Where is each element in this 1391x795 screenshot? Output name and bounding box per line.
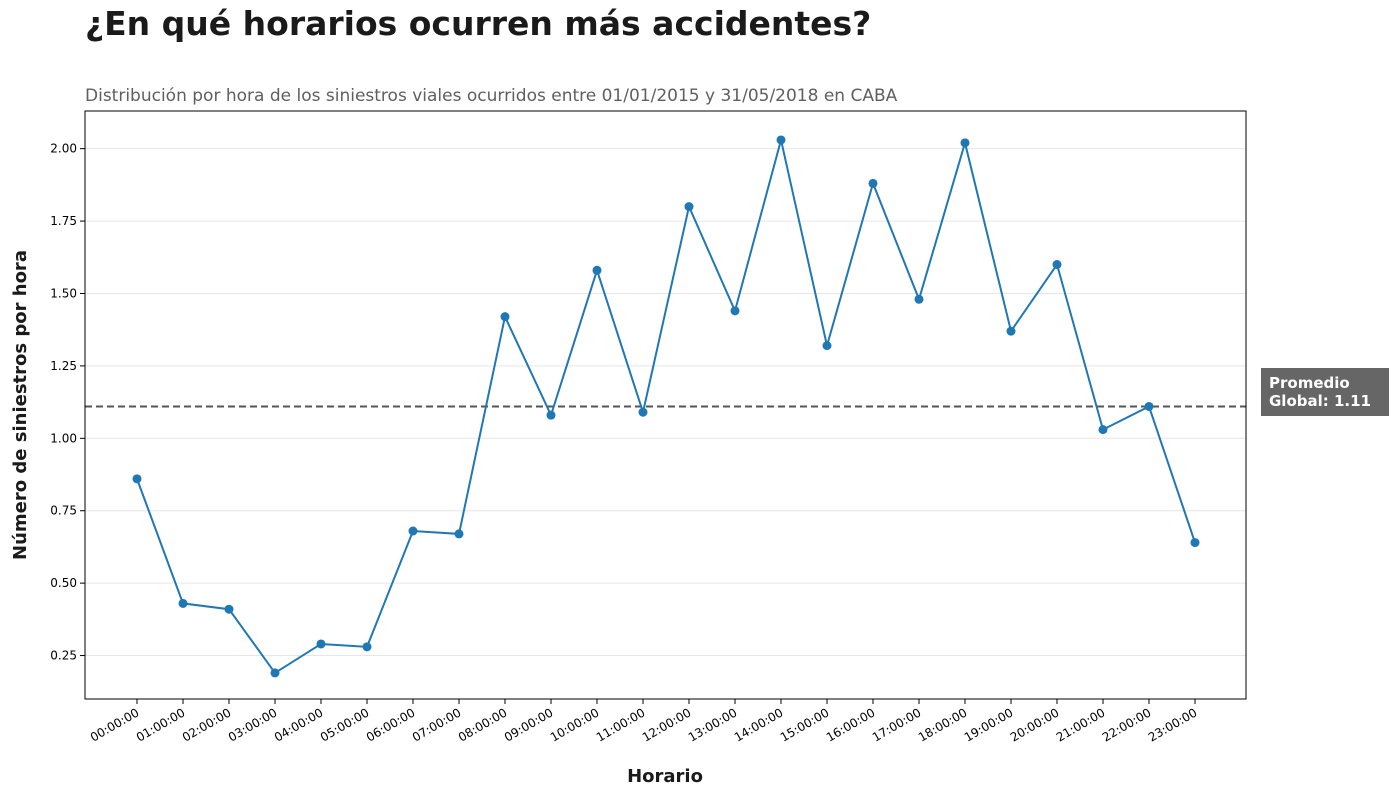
- data-point: [684, 202, 694, 212]
- data-point: [1006, 326, 1016, 336]
- y-tick-label: 2.00: [50, 142, 77, 156]
- y-tick-label: 1.75: [50, 214, 77, 228]
- x-tick-label: 17:00:00: [870, 705, 924, 744]
- y-tick-label: 1.00: [50, 431, 77, 445]
- x-tick-label: 11:00:00: [594, 705, 648, 744]
- data-point: [408, 526, 418, 536]
- x-tick-label: 03:00:00: [226, 705, 280, 744]
- data-point: [362, 642, 372, 652]
- reference-label: Promedio Global: 1.11: [1261, 368, 1389, 416]
- y-tick-label: 1.50: [50, 286, 77, 300]
- x-tick-label: 04:00:00: [272, 705, 326, 744]
- x-tick-label: 14:00:00: [732, 705, 786, 744]
- x-axis-label: Horario: [627, 766, 703, 787]
- data-point: [730, 306, 740, 316]
- data-point: [822, 341, 832, 351]
- y-tick-label: 0.50: [50, 576, 77, 590]
- data-point: [914, 294, 924, 304]
- x-tick-label: 16:00:00: [824, 705, 878, 744]
- series-line: [136, 139, 1196, 675]
- x-tick-label: 00:00:00: [88, 705, 142, 744]
- data-point: [224, 604, 234, 614]
- data-point: [178, 598, 188, 608]
- data-point: [960, 138, 970, 148]
- x-tick-label: 21:00:00: [1054, 705, 1108, 744]
- data-point: [592, 265, 602, 275]
- x-tick-label: 18:00:00: [916, 705, 970, 744]
- y-tick-label: 0.75: [50, 504, 77, 518]
- data-point: [1098, 425, 1108, 435]
- chart-subtitle: Distribución por hora de los siniestros …: [85, 86, 898, 106]
- x-tick-label: 12:00:00: [640, 705, 694, 744]
- x-tick-label: 06:00:00: [364, 705, 418, 744]
- plot-frame: [84, 110, 1247, 700]
- reference-label-line2: Global: 1.11: [1269, 392, 1371, 410]
- x-axis: 00:00:0001:00:0002:00:0003:00:0004:00:00…: [88, 699, 1200, 745]
- data-point: [132, 474, 142, 484]
- data-point: [316, 639, 326, 649]
- x-tick-label: 02:00:00: [180, 705, 234, 744]
- x-tick-label: 07:00:00: [410, 705, 464, 744]
- data-point: [454, 529, 464, 539]
- data-point: [1052, 260, 1062, 270]
- data-point: [1190, 538, 1200, 548]
- x-tick-label: 22:00:00: [1100, 705, 1154, 744]
- y-tick-label: 1.25: [50, 359, 77, 373]
- reference-label-box: [1261, 368, 1389, 416]
- x-tick-label: 15:00:00: [778, 705, 832, 744]
- data-point: [776, 135, 786, 145]
- data-point: [270, 668, 280, 678]
- x-tick-label: 23:00:00: [1146, 705, 1200, 744]
- y-axis-label: Número de siniestros por hora: [10, 250, 31, 560]
- data-point: [500, 312, 510, 322]
- data-point: [1144, 401, 1154, 411]
- x-tick-label: 10:00:00: [548, 705, 602, 744]
- grid-lines: [85, 148, 1246, 657]
- data-point: [546, 410, 556, 420]
- x-tick-label: 08:00:00: [456, 705, 510, 744]
- series-group: [132, 135, 1200, 678]
- x-tick-label: 13:00:00: [686, 705, 740, 744]
- chart-title: ¿En qué horarios ocurren más accidentes?: [85, 4, 872, 43]
- data-point: [868, 178, 878, 188]
- x-tick-label: 19:00:00: [962, 705, 1016, 744]
- data-point: [638, 407, 648, 417]
- y-axis: 0.25 0.50 0.75 1.00 1.25 1.50 1.75 2.00: [50, 142, 85, 663]
- x-tick-label: 09:00:00: [502, 705, 556, 744]
- reference-label-line1: Promedio: [1269, 374, 1350, 392]
- y-tick-label: 0.25: [50, 649, 77, 663]
- x-tick-label: 05:00:00: [318, 705, 372, 744]
- x-tick-label: 20:00:00: [1008, 705, 1062, 744]
- x-tick-label: 01:00:00: [134, 705, 188, 744]
